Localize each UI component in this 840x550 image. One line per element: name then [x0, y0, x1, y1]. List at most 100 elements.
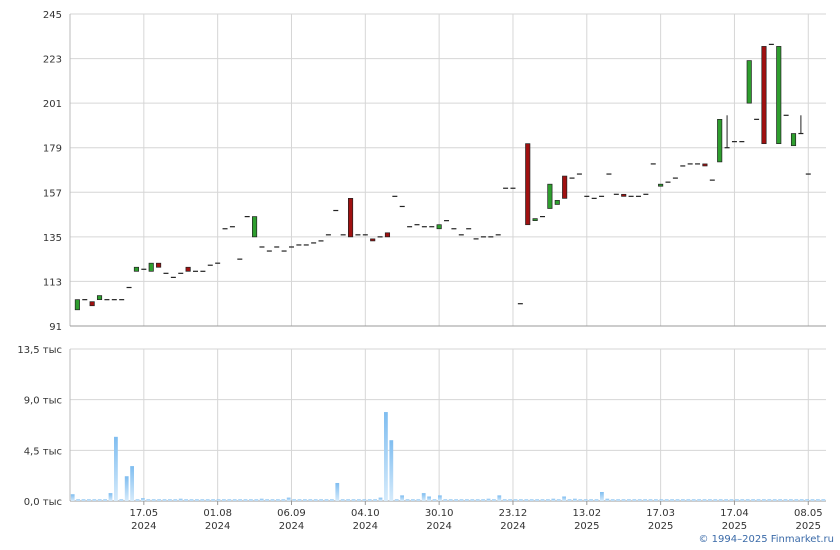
volume-bar — [200, 499, 205, 501]
volume-bar — [97, 499, 102, 501]
volume-bar — [756, 499, 761, 501]
volume-bar — [713, 499, 718, 501]
candle-body — [89, 301, 95, 307]
volume-bar — [481, 499, 485, 501]
candle-body — [370, 238, 376, 242]
volume-bar — [303, 499, 307, 501]
x-tick-date-label: 30.10 — [425, 508, 454, 519]
volume-bar — [216, 499, 221, 501]
volume-bar — [789, 499, 793, 501]
volume-bar — [313, 499, 318, 501]
x-tick-year-label: 2024 — [205, 521, 230, 532]
volume-bar — [265, 499, 269, 501]
volume-bar — [243, 499, 248, 501]
x-tick-date-label: 01.08 — [203, 508, 232, 519]
volume-bar — [70, 494, 75, 501]
price-y-tick-label: 179 — [43, 144, 62, 155]
volume-bar — [189, 499, 194, 501]
candle-body — [790, 133, 797, 147]
volume-bar — [573, 498, 577, 501]
volume-bar — [411, 499, 415, 501]
volume-bar — [286, 497, 291, 501]
volume-bar — [594, 499, 599, 501]
volume-bar — [751, 499, 755, 501]
volume-bar — [394, 499, 399, 501]
price-y-tick-label: 223 — [43, 55, 62, 66]
volume-bar — [745, 499, 750, 501]
price-y-tick-label: 113 — [43, 277, 62, 288]
volume-bar — [610, 499, 615, 501]
volume-bar — [486, 498, 491, 501]
volume-y-tick-label: 13,5 тыс — [17, 345, 62, 356]
volume-bar — [686, 499, 691, 501]
volume-bar — [702, 499, 707, 501]
volume-bar — [276, 499, 280, 501]
volume-bar — [475, 499, 480, 501]
candle-body — [761, 46, 767, 145]
volume-bar — [270, 499, 275, 501]
volume-bar — [351, 499, 356, 501]
volume-bar — [681, 499, 685, 501]
volume-bar — [821, 499, 826, 501]
volume-bar — [589, 499, 593, 501]
volume-bar — [340, 499, 345, 501]
volume-bar — [367, 499, 372, 501]
volume-bar — [691, 499, 696, 501]
volume-bar — [740, 499, 745, 501]
volume-bar — [335, 482, 340, 501]
volume-bar — [664, 499, 669, 501]
volume-bar — [205, 499, 210, 501]
volume-bar — [708, 499, 712, 501]
volume-bar — [654, 499, 658, 501]
candle-body — [156, 262, 162, 268]
volume-bar — [173, 499, 178, 501]
volume-bar — [238, 499, 242, 501]
volume-bar — [443, 499, 448, 501]
x-tick-year-label: 2025 — [648, 521, 673, 532]
volume-bar — [427, 496, 431, 501]
x-tick-year-label: 2024 — [279, 521, 304, 532]
volume-bar — [513, 499, 518, 501]
volume-bar — [292, 499, 296, 501]
x-tick-year-label: 2025 — [796, 521, 821, 532]
volume-bar — [448, 499, 453, 501]
volume-bar — [492, 499, 496, 501]
volume-bar — [92, 499, 97, 501]
volume-bar — [670, 499, 674, 501]
price-y-tick-label: 135 — [43, 233, 62, 244]
volume-bar — [799, 499, 804, 501]
x-tick-date-label: 23.12 — [499, 508, 528, 519]
volume-bar — [810, 499, 815, 501]
volume-bar — [465, 499, 469, 501]
volume-bar — [551, 498, 556, 501]
volume-bar — [583, 499, 588, 501]
x-tick-date-label: 04.10 — [351, 508, 380, 519]
candle-body — [74, 299, 80, 311]
volume-bar — [600, 491, 604, 501]
volume-bar — [227, 499, 232, 501]
candle-body — [562, 175, 568, 199]
volume-bar — [735, 499, 739, 501]
x-tick-year-label: 2025 — [574, 521, 599, 532]
volume-bar — [502, 499, 507, 501]
volume-bar — [141, 498, 145, 501]
volume-bar — [373, 499, 377, 501]
volume-bar — [637, 499, 642, 501]
volume-bar — [454, 499, 458, 501]
candle-body — [252, 216, 258, 238]
x-tick-date-label: 17.04 — [720, 508, 749, 519]
volume-bar — [346, 499, 350, 501]
x-tick-date-label: 13.02 — [572, 508, 601, 519]
volume-y-tick-label: 4,5 тыс — [24, 446, 62, 457]
price-y-tick-label: 157 — [43, 188, 62, 199]
volume-bar — [108, 493, 113, 501]
volume-bar — [632, 499, 637, 501]
volume-bar — [648, 499, 653, 501]
copyright-text[interactable]: © 1994–2025 Finmarket.ru — [698, 534, 834, 545]
volume-bar — [535, 499, 539, 501]
volume-bar — [816, 499, 820, 501]
volume-bar — [297, 499, 302, 501]
volume-bar — [697, 499, 701, 501]
volume-bar — [119, 499, 124, 501]
price-y-tick-label: 201 — [43, 99, 62, 110]
